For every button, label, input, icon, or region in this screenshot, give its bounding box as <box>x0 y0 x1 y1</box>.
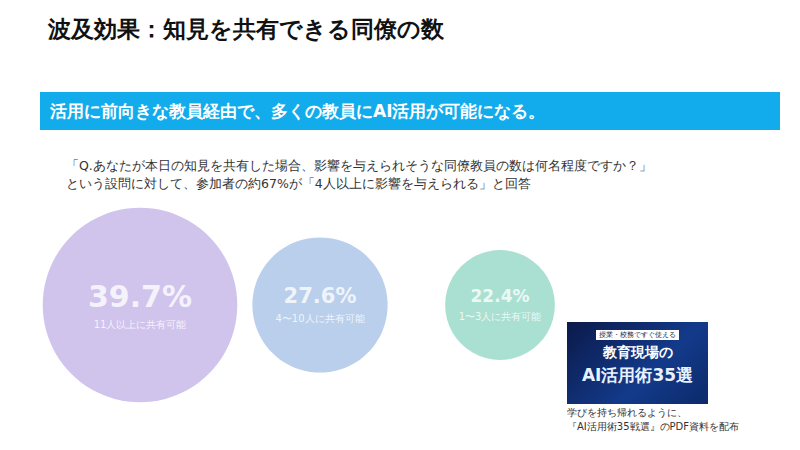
html-text:『AI活用術35戦選』のPDF資料を配布: 『AI活用術35戦選』のPDF資料を配布 <box>567 421 739 432</box>
html-text:波及効果：知見を共有できる同僚の数: 波及効果：知見を共有できる同僚の数 <box>48 16 444 42</box>
svg-text:27.6%: 27.6% <box>284 284 357 308</box>
svg-text:1〜3人に共有可能: 1〜3人に共有可能 <box>459 311 542 322</box>
svg-text:22.4%: 22.4% <box>471 286 530 306</box>
html-text:学びを持ち帰れるように、: 学びを持ち帰れるように、 <box>567 407 687 418</box>
html-text:という設問に対して、参加者の約67%が「4人以上に影響を与え: という設問に対して、参加者の約67%が「4人以上に影響を与えられる」と回答 <box>66 176 531 191</box>
html-text:活用に前向きな教員経由で、多くの教員にAI活用が可能になる。: 活用に前向きな教員経由で、多くの教員にAI活用が可能になる。 <box>50 101 546 121</box>
svg-text:11人以上に共有可能: 11人以上に共有可能 <box>94 319 187 330</box>
html-text:AI活用術35選: AI活用術35選 <box>581 365 694 385</box>
html-text:「Q.あなたが本日の知見を共有した場合、影響を与えられそうな: 「Q.あなたが本日の知見を共有した場合、影響を与えられそうな同僚教員の数は何名程… <box>66 158 652 173</box>
svg-text:4〜10人に共有可能: 4〜10人に共有可能 <box>275 313 364 324</box>
html-text:授業・校務ですぐ使える: 授業・校務ですぐ使える <box>599 331 676 339</box>
svg-text:39.7%: 39.7% <box>88 279 192 314</box>
html-text:教育現場の: 教育現場の <box>602 344 673 360</box>
